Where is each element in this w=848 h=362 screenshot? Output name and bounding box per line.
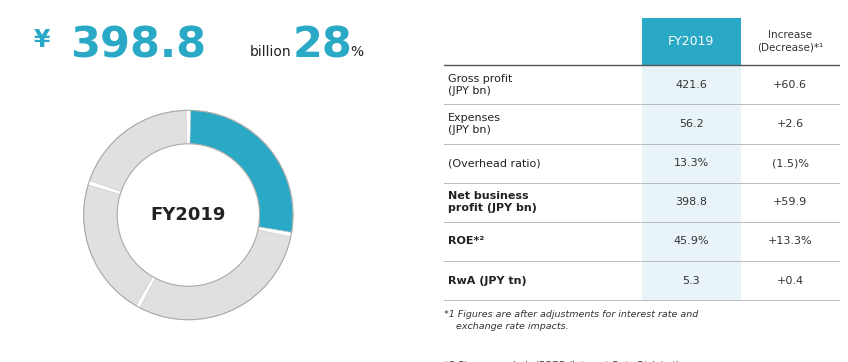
FancyBboxPatch shape (642, 261, 740, 300)
Text: +60.6: +60.6 (773, 80, 807, 90)
Text: RwA (JPY tn): RwA (JPY tn) (448, 275, 527, 286)
Circle shape (117, 144, 259, 286)
Text: Gross profit
(JPY bn): Gross profit (JPY bn) (448, 74, 512, 96)
Text: *1 Figures are after adjustments for interest rate and
    exchange rate impacts: *1 Figures are after adjustments for int… (444, 310, 698, 331)
Wedge shape (90, 110, 187, 191)
Text: *2 Figures exclude IRRBB (Interest-Rate Risk in the
    Banking Book).: *2 Figures exclude IRRBB (Interest-Rate … (444, 361, 687, 362)
Text: (1.5)%: (1.5)% (772, 158, 808, 168)
Wedge shape (84, 185, 153, 306)
Text: +13.3%: +13.3% (767, 236, 812, 247)
Text: +59.9: +59.9 (773, 197, 807, 207)
Text: %: % (350, 45, 364, 59)
Text: 398.8: 398.8 (675, 197, 707, 207)
Text: 13.3%: 13.3% (673, 158, 709, 168)
Text: +0.4: +0.4 (777, 275, 804, 286)
FancyBboxPatch shape (642, 18, 740, 65)
Text: 421.6: 421.6 (675, 80, 707, 90)
Text: 5.3: 5.3 (683, 275, 700, 286)
Text: FY2019: FY2019 (668, 35, 714, 48)
Text: 45.9%: 45.9% (673, 236, 709, 247)
Text: Net business
profit (JPY bn): Net business profit (JPY bn) (448, 191, 537, 214)
FancyBboxPatch shape (642, 65, 740, 105)
FancyBboxPatch shape (642, 144, 740, 183)
FancyBboxPatch shape (642, 105, 740, 144)
Text: Increase
(Decrease)*¹: Increase (Decrease)*¹ (757, 30, 823, 53)
Text: 398.8: 398.8 (70, 25, 205, 67)
Wedge shape (190, 110, 293, 232)
Text: 28: 28 (293, 25, 353, 67)
Text: FY2019: FY2019 (151, 206, 226, 224)
Text: ¥: ¥ (34, 28, 50, 52)
FancyBboxPatch shape (642, 183, 740, 222)
Text: Expenses
(JPY bn): Expenses (JPY bn) (448, 113, 500, 135)
Text: 56.2: 56.2 (678, 119, 704, 129)
Text: (Overhead ratio): (Overhead ratio) (448, 158, 540, 168)
Text: billion: billion (249, 45, 291, 59)
Text: ROE*²: ROE*² (448, 236, 484, 247)
Wedge shape (140, 230, 291, 320)
FancyBboxPatch shape (642, 222, 740, 261)
Text: +2.6: +2.6 (777, 119, 804, 129)
